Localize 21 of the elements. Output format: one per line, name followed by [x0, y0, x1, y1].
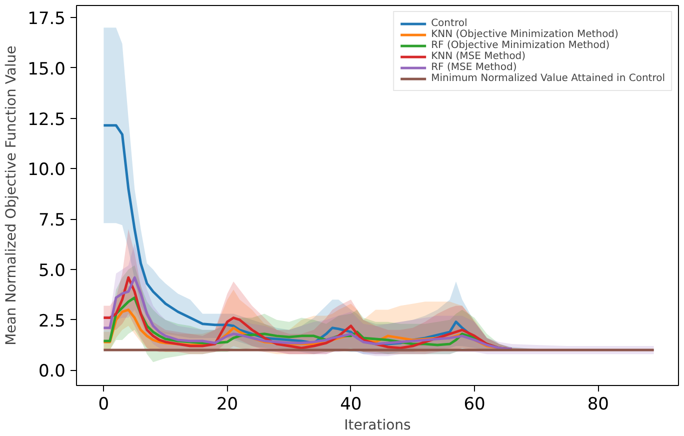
- y-tick-label: 7.5: [38, 210, 66, 231]
- y-tick-label: 17.5: [28, 9, 66, 30]
- legend-label: RF (Objective Minimization Method): [431, 40, 610, 51]
- x-tick-label: 60: [464, 394, 486, 414]
- x-axis-title: Iterations: [344, 418, 411, 434]
- y-tick-label: 2.5: [38, 311, 66, 332]
- legend-label: KNN (MSE Method): [431, 51, 526, 62]
- y-axis-title: Mean Normalized Objective Function Value: [4, 46, 20, 346]
- legend-label: Minimum Normalized Value Attained in Control: [431, 73, 665, 84]
- legend-label: KNN (Objective Minimization Method): [431, 29, 618, 40]
- y-tick-label: 5.0: [38, 260, 66, 281]
- x-tick-label: 40: [340, 394, 362, 414]
- x-tick-label: 20: [216, 394, 238, 414]
- legend-label: RF (MSE Method): [431, 62, 517, 73]
- y-tick-label: 15.0: [28, 59, 66, 80]
- legend-label: Control: [431, 18, 468, 29]
- y-tick-label: 12.5: [28, 110, 66, 130]
- y-tick-label: 10.0: [28, 160, 66, 180]
- x-tick-label: 0: [98, 394, 110, 414]
- x-tick-label: 80: [587, 394, 609, 414]
- y-tick-label: 0.0: [38, 362, 66, 382]
